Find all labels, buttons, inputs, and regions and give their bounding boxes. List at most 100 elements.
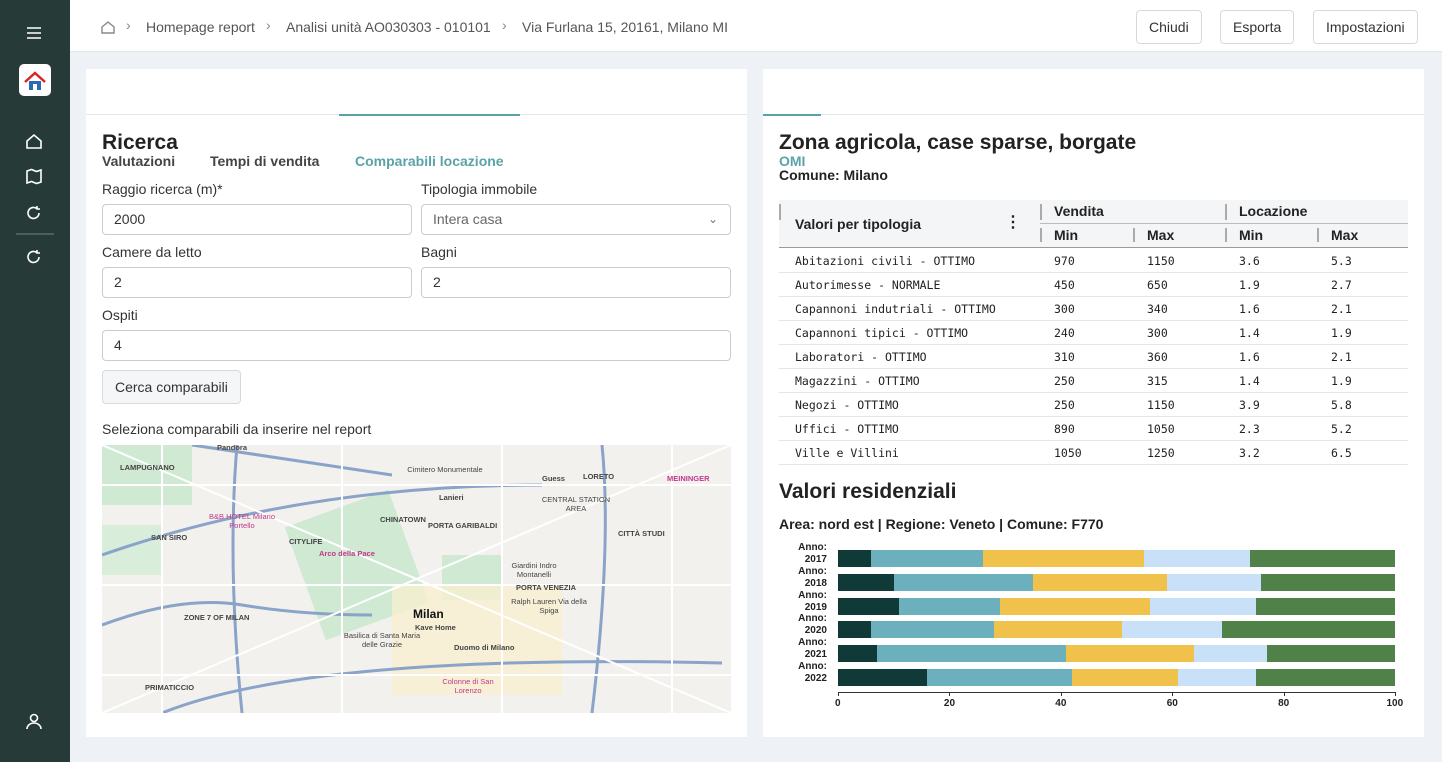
action-button[interactable]: Chiudi	[1136, 10, 1202, 44]
map-label: CITYLIFE	[289, 537, 323, 546]
table-row	[779, 369, 1408, 393]
home-icon[interactable]	[26, 133, 42, 149]
chevron: ›	[126, 17, 131, 33]
field-label: Raggio ricerca (m)*	[102, 181, 223, 197]
table-cell: 970	[1054, 254, 1075, 268]
table-cell: Capannoni indutriali - OTTIMO	[795, 302, 996, 316]
y-tick-label: Anno: 2021	[798, 637, 827, 661]
map-label: Basilica di Santa Maria delle Grazie	[343, 631, 421, 649]
map-label: Lanieri	[439, 493, 464, 502]
map-label: CENTRAL STATION AREA	[541, 495, 611, 513]
omi-table: Valori per tipologia ⋮ Vendita Locazione Min…	[779, 200, 1408, 465]
y-tick-label: Anno: 2018	[798, 565, 827, 589]
map-label: PORTA VENEZIA	[516, 583, 577, 592]
table-cell: Autorimesse - NORMALE	[795, 278, 941, 292]
bar-segment	[838, 597, 900, 615]
map-label: PRIMATICCIO	[145, 683, 195, 692]
y-tick-label: Anno: 2022	[798, 661, 827, 684]
tab[interactable]: Comparabili locazione	[355, 153, 504, 169]
column-header: Min	[1054, 227, 1079, 243]
x-tick-label: 60	[1166, 697, 1178, 709]
breadcrumb-item[interactable]: Via Furlana 15, 20161, Milano MI	[522, 19, 728, 35]
x-tick-label: 100	[1386, 697, 1404, 709]
table-cell: 1250	[1147, 446, 1175, 460]
group-separator	[1225, 204, 1227, 220]
table-row	[779, 393, 1408, 417]
bar-segment	[893, 573, 1033, 591]
bar-segment	[899, 597, 1000, 615]
map-label: SAN SIRO	[151, 533, 188, 542]
table-cell: 250	[1054, 374, 1075, 388]
table-cell: 1150	[1147, 254, 1175, 268]
breadcrumb-item[interactable]: Homepage report	[146, 19, 255, 35]
x-tick-label: 40	[1055, 697, 1067, 709]
table-cell: Laboratori - OTTIMO	[795, 350, 927, 364]
action-button[interactable]: Esporta	[1220, 10, 1295, 44]
table-cell: Ville e Villini	[795, 446, 899, 460]
map-label: Pandora	[217, 445, 248, 452]
table-cell: 1050	[1147, 422, 1175, 436]
chevron: ›	[266, 17, 271, 33]
map-label: LORETO	[583, 472, 615, 481]
table-cell: 1050	[1054, 446, 1082, 460]
x-tick-label: 0	[835, 697, 841, 709]
action-button[interactable]: Impostazioni	[1313, 10, 1418, 44]
table-cell: 2.1	[1331, 302, 1352, 316]
y-tick-label: Anno: 2019	[798, 589, 827, 613]
bar-segment	[838, 621, 872, 639]
map[interactable]: Pandora LAMPUGNANO Cimitero Monumentale Gue…	[102, 445, 731, 713]
x-tick	[949, 691, 951, 696]
bar-segment	[876, 645, 1067, 663]
table-cell: 5.2	[1331, 422, 1352, 436]
search-button[interactable]: Cerca comparabili	[102, 370, 241, 404]
input[interactable]: 2	[102, 267, 412, 298]
table-cell: Abitazioni civili - OTTIMO	[795, 254, 976, 268]
column-header: Min	[1239, 227, 1264, 243]
table-cell: 300	[1147, 326, 1168, 340]
tab[interactable]: Valutazioni	[102, 153, 176, 169]
user-icon[interactable]	[29, 713, 39, 723]
input[interactable]: 4	[102, 330, 731, 361]
input[interactable]: 2000	[102, 204, 412, 235]
bar-segment	[999, 597, 1150, 615]
sidebar-icons	[16, 27, 54, 730]
field-label: Camere da letto	[102, 244, 202, 260]
bar-segment	[1255, 597, 1395, 615]
column-header: Max	[1147, 227, 1175, 243]
breadcrumb-item[interactable]: Analisi unità AO030303 - 010101	[286, 19, 491, 35]
map-label: Guess	[542, 474, 565, 483]
select[interactable]: Intera casa ⌄	[421, 204, 731, 235]
tab-indicator	[763, 114, 821, 116]
map-label: Colonne di San Lorenzo	[442, 677, 494, 695]
bar-segment	[1166, 573, 1262, 591]
home-crumb-icon[interactable]	[100, 19, 116, 35]
group-rule	[1040, 223, 1408, 224]
map-icon[interactable]	[26, 168, 42, 185]
logo[interactable]	[19, 64, 51, 96]
x-tick	[838, 691, 839, 696]
bar-segment	[1071, 669, 1178, 686]
table-cell: 1.6	[1239, 350, 1260, 364]
tab-indicator	[339, 114, 520, 116]
field-label: Bagni	[421, 244, 457, 260]
bar-segment	[838, 645, 877, 663]
bar-segment	[1144, 550, 1251, 567]
table-row	[779, 441, 1408, 465]
refresh-icon[interactable]	[27, 250, 40, 264]
refresh-icon[interactable]	[27, 206, 40, 220]
input[interactable]: 2	[421, 267, 731, 298]
sidebar	[0, 0, 70, 762]
map-label: MEININGER	[667, 474, 710, 483]
menu-icon[interactable]	[27, 27, 41, 39]
map-label: B&B HOTEL Milano Portello	[209, 512, 275, 530]
table-cell: 2.1	[1331, 350, 1352, 364]
tab[interactable]: Tempi di vendita	[210, 153, 320, 169]
group-separator	[1040, 204, 1042, 220]
bar-segment	[838, 573, 894, 591]
table-cell: 3.9	[1239, 398, 1260, 412]
bar-segment	[838, 550, 872, 567]
map-label: Giardini Indro Montanelli	[511, 561, 557, 579]
tab[interactable]: OMI	[779, 153, 806, 169]
topbar: › Homepage report › Analisi unità AO030303 …	[70, 0, 1442, 52]
